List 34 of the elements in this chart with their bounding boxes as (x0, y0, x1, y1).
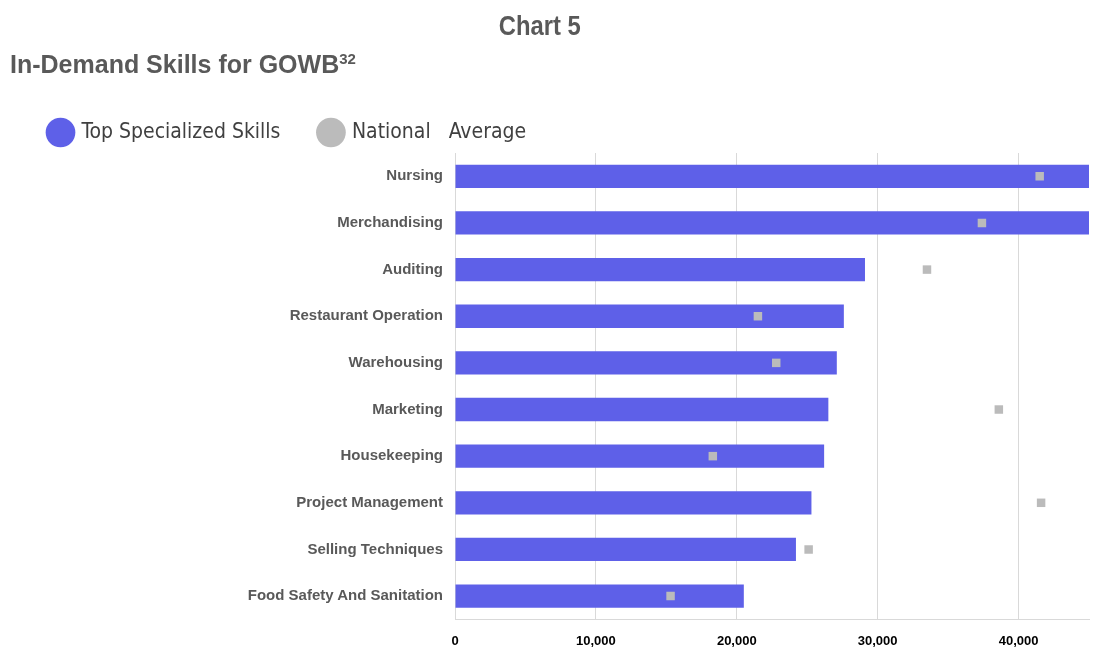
bar (455, 257, 865, 282)
x-tick-label: 20,000 (716, 632, 757, 648)
legend-label: Top Specialized Skills (80, 118, 281, 143)
bar (455, 584, 744, 608)
point (666, 591, 675, 601)
y-tick-label: Housekeeping (340, 446, 443, 464)
x-tick-label: 0 (451, 632, 459, 648)
legend-label: National Average (351, 118, 527, 143)
point (922, 265, 932, 274)
chart-title: Chart 5 (497, 10, 582, 42)
y-tick-label: Restaurant Operation (289, 306, 443, 324)
y-tick-label: Project Management (296, 492, 443, 510)
y-tick-label: Merchandising (337, 213, 443, 231)
y-tick-label: Auditing (382, 259, 443, 277)
bar (455, 211, 1089, 235)
text: In-Demand Skills for GOWB$^{32}$ (10, 50, 356, 80)
point (994, 405, 1004, 414)
point (804, 545, 813, 554)
x-tick-label: 30,000 (857, 632, 898, 648)
y-tick-label: Food Safety And Sanitation (247, 586, 443, 604)
x-tick-label: 40,000 (998, 632, 1039, 648)
bar (455, 444, 825, 468)
bar (455, 351, 837, 375)
bar (455, 304, 844, 328)
y-tick-label: Selling Techniques (307, 539, 443, 557)
point (1035, 172, 1044, 181)
bar (455, 491, 812, 515)
y-tick-label: Nursing (386, 166, 443, 184)
bar (455, 397, 829, 422)
x-tick-label: 10,000 (576, 632, 616, 648)
y-tick-label: Warehousing (348, 353, 443, 371)
y-tick-label: Marketing (372, 399, 443, 417)
bar (455, 164, 1089, 188)
bar (455, 537, 796, 562)
